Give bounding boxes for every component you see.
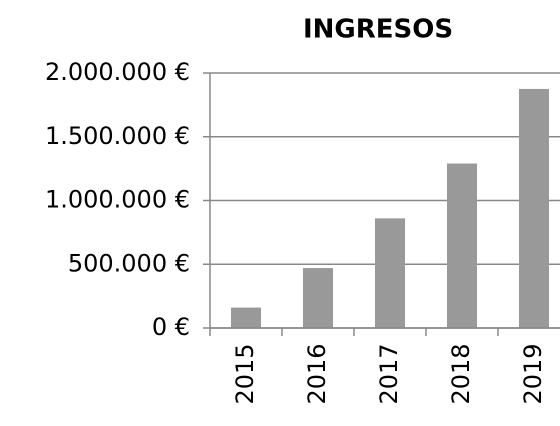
y-tick-label: 1.500.000 € bbox=[45, 122, 190, 150]
y-tick-label: 1.000.000 € bbox=[45, 186, 190, 214]
x-tick-label: 2015 bbox=[231, 343, 259, 404]
x-tick-label: 2017 bbox=[375, 343, 403, 404]
bar bbox=[303, 268, 333, 328]
bar bbox=[375, 218, 405, 328]
x-tick-label: 2019 bbox=[519, 343, 547, 404]
bar bbox=[447, 163, 477, 328]
chart-title: INGRESOS bbox=[303, 15, 453, 45]
bar bbox=[231, 307, 261, 328]
y-tick-label: 500.000 € bbox=[68, 249, 190, 277]
x-tick-label: 2016 bbox=[303, 343, 331, 404]
y-tick-label: 0 € bbox=[152, 313, 190, 341]
bar bbox=[519, 88, 549, 328]
y-tick-label: 2.000.000 € bbox=[45, 58, 190, 86]
x-tick-label: 2018 bbox=[447, 343, 475, 404]
